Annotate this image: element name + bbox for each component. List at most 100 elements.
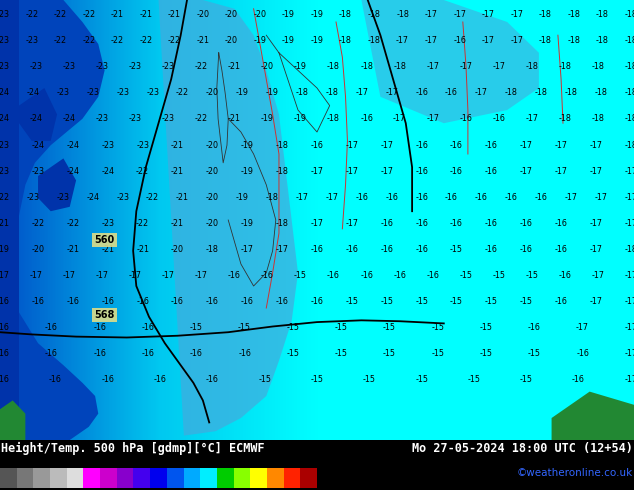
Text: -17: -17 bbox=[459, 62, 472, 72]
Text: -18: -18 bbox=[567, 36, 580, 45]
Text: -19: -19 bbox=[282, 36, 295, 45]
Text: -18: -18 bbox=[624, 62, 634, 72]
Text: -21: -21 bbox=[176, 193, 189, 201]
Text: -22: -22 bbox=[195, 62, 208, 72]
Text: -17: -17 bbox=[595, 193, 607, 201]
Text: -17: -17 bbox=[624, 271, 634, 280]
Text: Height/Temp. 500 hPa [gdmp][°C] ECMWF: Height/Temp. 500 hPa [gdmp][°C] ECMWF bbox=[1, 441, 265, 455]
Text: -23: -23 bbox=[0, 36, 10, 45]
Text: -16: -16 bbox=[136, 297, 149, 306]
Bar bbox=[250, 468, 267, 488]
Text: -17: -17 bbox=[482, 10, 495, 19]
Bar bbox=[0, 0, 19, 440]
Text: -15: -15 bbox=[335, 323, 347, 332]
Text: -16: -16 bbox=[67, 297, 79, 306]
Text: -24: -24 bbox=[67, 141, 79, 150]
Text: -17: -17 bbox=[555, 141, 567, 150]
Text: -17: -17 bbox=[63, 271, 75, 280]
Text: -16: -16 bbox=[485, 219, 498, 228]
Text: -15: -15 bbox=[479, 323, 493, 332]
Text: -18: -18 bbox=[339, 10, 352, 19]
Text: -16: -16 bbox=[0, 323, 10, 332]
Text: -17: -17 bbox=[295, 193, 309, 201]
Text: -16: -16 bbox=[415, 167, 428, 176]
Text: -16: -16 bbox=[228, 271, 241, 280]
Text: -19: -19 bbox=[254, 36, 266, 45]
Text: -16: -16 bbox=[555, 297, 567, 306]
Text: -21: -21 bbox=[139, 10, 152, 19]
Bar bbox=[0, 468, 16, 488]
Text: -24: -24 bbox=[67, 167, 79, 176]
Text: -15: -15 bbox=[258, 375, 271, 384]
Text: -18: -18 bbox=[339, 36, 352, 45]
Text: -15: -15 bbox=[431, 323, 444, 332]
Text: -24: -24 bbox=[86, 193, 100, 201]
Text: -17: -17 bbox=[590, 297, 602, 306]
Text: -19: -19 bbox=[311, 36, 323, 45]
Text: -15: -15 bbox=[520, 375, 533, 384]
Text: -15: -15 bbox=[287, 349, 299, 358]
Text: -18: -18 bbox=[276, 141, 288, 150]
Text: -21: -21 bbox=[171, 141, 184, 150]
Text: -15: -15 bbox=[479, 349, 493, 358]
Text: -16: -16 bbox=[475, 193, 488, 201]
Text: -22: -22 bbox=[176, 88, 189, 98]
Text: -17: -17 bbox=[624, 323, 634, 332]
Text: -16: -16 bbox=[415, 219, 428, 228]
Text: -22: -22 bbox=[82, 10, 95, 19]
Polygon shape bbox=[0, 0, 105, 440]
Text: -23: -23 bbox=[96, 62, 109, 72]
Text: -15: -15 bbox=[485, 297, 498, 306]
Text: -16: -16 bbox=[153, 375, 167, 384]
Text: -17: -17 bbox=[385, 88, 398, 98]
Text: -19: -19 bbox=[236, 88, 249, 98]
Text: -17: -17 bbox=[276, 245, 288, 254]
Text: -24: -24 bbox=[27, 88, 39, 98]
Bar bbox=[16, 468, 34, 488]
Text: -23: -23 bbox=[116, 88, 129, 98]
Text: -21: -21 bbox=[101, 245, 114, 254]
Text: -18: -18 bbox=[325, 88, 339, 98]
Text: -16: -16 bbox=[520, 219, 533, 228]
Text: -17: -17 bbox=[624, 193, 634, 201]
Text: -15: -15 bbox=[363, 375, 376, 384]
Bar bbox=[134, 468, 150, 488]
Text: -15: -15 bbox=[492, 271, 505, 280]
Text: -21: -21 bbox=[0, 219, 10, 228]
Text: -23: -23 bbox=[0, 141, 10, 150]
Text: -16: -16 bbox=[453, 36, 466, 45]
Text: -19: -19 bbox=[241, 219, 254, 228]
Text: -18: -18 bbox=[539, 10, 552, 19]
Text: -17: -17 bbox=[510, 36, 523, 45]
Text: -20: -20 bbox=[171, 245, 184, 254]
Text: -15: -15 bbox=[287, 323, 299, 332]
Text: -16: -16 bbox=[415, 193, 428, 201]
Text: -17: -17 bbox=[380, 167, 393, 176]
Bar bbox=[34, 468, 50, 488]
Text: -15: -15 bbox=[190, 323, 203, 332]
Text: -19: -19 bbox=[241, 167, 254, 176]
Polygon shape bbox=[19, 88, 57, 141]
Text: -22: -22 bbox=[67, 219, 79, 228]
Text: -20: -20 bbox=[206, 167, 219, 176]
Text: -16: -16 bbox=[327, 271, 340, 280]
Text: -18: -18 bbox=[624, 245, 634, 254]
Text: -22: -22 bbox=[146, 193, 159, 201]
Text: -21: -21 bbox=[197, 36, 209, 45]
Text: -18: -18 bbox=[505, 88, 518, 98]
Text: -17: -17 bbox=[555, 167, 567, 176]
Bar bbox=[167, 468, 183, 488]
Text: -20: -20 bbox=[225, 36, 238, 45]
Text: -15: -15 bbox=[415, 297, 428, 306]
Text: -17: -17 bbox=[590, 141, 602, 150]
Text: -18: -18 bbox=[327, 62, 340, 72]
Text: -23: -23 bbox=[32, 167, 44, 176]
Bar bbox=[233, 468, 250, 488]
Text: -24: -24 bbox=[30, 114, 42, 123]
Text: -23: -23 bbox=[25, 36, 38, 45]
Text: -16: -16 bbox=[555, 245, 567, 254]
Text: -18: -18 bbox=[266, 193, 278, 201]
Text: -23: -23 bbox=[0, 10, 10, 19]
Text: -16: -16 bbox=[450, 219, 463, 228]
Text: -19: -19 bbox=[282, 10, 295, 19]
